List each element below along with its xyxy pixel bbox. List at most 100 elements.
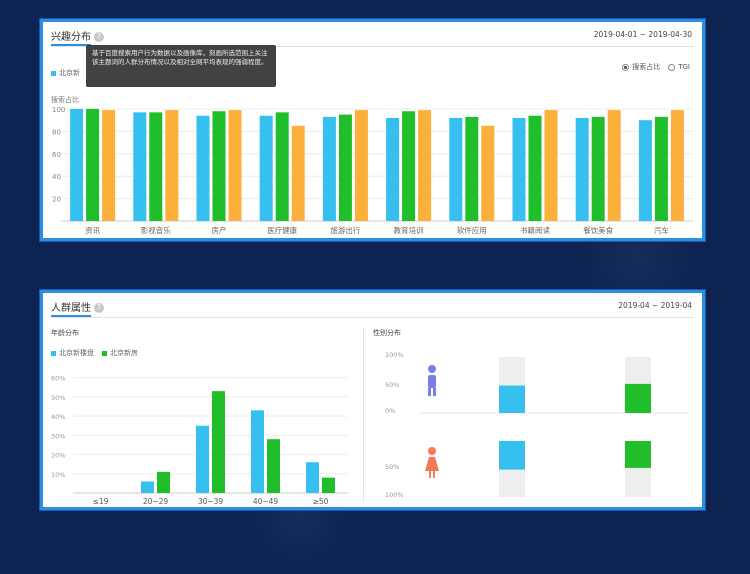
male-icon-leg — [433, 388, 436, 396]
gender-bar-chart: 100% 50% 0% 50% 100% — [385, 351, 688, 499]
bar — [212, 111, 226, 221]
interest-bar-chart: 搜索占比 100 80 60 40 20 资讯 影视音乐 房产 医疗健康 旅游出行 教育培训 软件应… — [51, 95, 693, 235]
help-icon[interactable]: ? — [94, 303, 104, 313]
bar — [512, 117, 526, 221]
bar — [86, 109, 100, 221]
y-tick-label: 60 — [52, 151, 61, 159]
x-tick-label: 影视音乐 — [141, 225, 171, 235]
x-tick-label: 医疗健康 — [267, 225, 297, 235]
radio-search-share[interactable]: 搜索占比 — [622, 62, 660, 72]
bar — [654, 116, 668, 221]
bar — [102, 110, 116, 221]
bar — [607, 110, 621, 221]
bar — [354, 110, 368, 221]
female-icon-leg — [433, 471, 435, 478]
header-rule — [51, 46, 694, 47]
y-axis-label: 搜索占比 — [51, 95, 79, 104]
male-icon-head — [428, 365, 436, 373]
legend-swatch — [102, 350, 107, 356]
x-tick-label: 软件应用 — [457, 225, 487, 235]
bar — [275, 112, 289, 221]
bar — [70, 109, 84, 221]
bar — [322, 477, 335, 493]
female-icon — [425, 447, 439, 478]
bar — [306, 462, 319, 493]
male-icon — [428, 365, 436, 396]
radio-tgi[interactable]: TGI — [668, 62, 690, 72]
bar — [196, 425, 209, 493]
y-tick-label: 50% — [385, 463, 399, 471]
bar — [638, 120, 652, 221]
bar — [338, 114, 352, 221]
age-bar-chart: 10% 20% 30% 40% 50% 60% ≤19 20~29 30~39 40~49 ≥50 — [51, 375, 348, 506]
x-tick-label: 房产 — [212, 225, 227, 235]
legend-item[interactable]: 北京新房 — [102, 348, 138, 358]
x-tick-label: 20~29 — [143, 497, 169, 506]
bar — [386, 117, 400, 221]
y-tick-label: 100% — [385, 351, 404, 359]
bar — [528, 115, 542, 221]
legend-item[interactable]: 北京新楼盘 — [51, 348, 94, 358]
title-underline — [51, 315, 91, 317]
x-tick-label: 教育培训 — [394, 225, 424, 235]
bar — [259, 115, 273, 221]
y-tick-label: 50% — [51, 394, 65, 402]
y-tick-label: 100% — [385, 491, 404, 499]
title-underline — [51, 44, 91, 46]
interest-panel: 兴趣分布? 2019-04-01 ~ 2019-04-30 北京新 搜索占比 T… — [40, 19, 705, 241]
bar — [212, 391, 225, 493]
panel-title: 人群属性? — [51, 299, 104, 319]
female-icon-dress — [425, 457, 439, 471]
female-icon-leg — [429, 471, 431, 478]
bar — [165, 110, 179, 221]
bar — [449, 117, 463, 221]
header-rule — [51, 317, 694, 318]
bar — [481, 125, 495, 221]
bar — [267, 439, 280, 493]
y-tick-label: 20% — [51, 452, 65, 460]
y-tick-label: 60% — [51, 375, 65, 383]
x-tick-label: ≤19 — [93, 497, 109, 506]
section-divider — [363, 327, 364, 502]
y-tick-label: 50% — [385, 381, 399, 389]
legend-item[interactable]: 北京新 — [51, 68, 80, 78]
y-tick-label: 40% — [51, 413, 65, 421]
bar — [157, 471, 170, 493]
y-tick-label: 30% — [51, 432, 65, 440]
bar — [625, 441, 651, 468]
help-tooltip: 基于百度搜索用户行为数据以及画像库，刻画所选范围上关注该主题词的人群分布情况以及… — [86, 45, 276, 87]
bar — [251, 410, 264, 493]
help-icon[interactable]: ? — [94, 32, 104, 42]
x-tick-label: 资讯 — [85, 225, 100, 235]
bar — [228, 110, 242, 221]
age-title: 年龄分布 — [51, 329, 79, 337]
x-tick-label: 40~49 — [253, 497, 279, 506]
male-icon-leg — [428, 388, 431, 396]
bar — [465, 116, 479, 221]
bar — [322, 116, 336, 221]
bar — [196, 115, 210, 221]
metric-toggle: 搜索占比 TGI — [614, 62, 690, 72]
gender-title: 性别分布 — [373, 329, 401, 337]
bar — [544, 110, 558, 221]
male-icon-body — [428, 375, 436, 388]
x-tick-label: ≥50 — [313, 497, 329, 506]
y-tick-label: 10% — [51, 471, 65, 479]
x-tick-label: 汽车 — [654, 225, 669, 235]
bar — [133, 112, 147, 221]
age-legend: 北京新楼盘 北京新房 — [51, 348, 146, 358]
date-range: 2019-04-01 ~ 2019-04-30 — [593, 30, 692, 39]
legend-swatch — [51, 350, 56, 356]
bar — [149, 112, 163, 221]
bar — [499, 441, 525, 470]
x-tick-label: 旅游出行 — [330, 225, 360, 235]
bar — [418, 110, 432, 221]
panel-title: 兴趣分布? — [51, 28, 104, 48]
y-tick-label: 40 — [52, 173, 61, 181]
legend: 北京新 — [51, 68, 88, 78]
y-tick-label: 0% — [385, 407, 395, 415]
x-tick-label: 餐饮美食 — [583, 225, 613, 235]
x-tick-label: 书籍阅读 — [520, 225, 550, 235]
y-tick-label: 20 — [52, 196, 61, 204]
x-tick-label: 30~39 — [198, 497, 224, 506]
